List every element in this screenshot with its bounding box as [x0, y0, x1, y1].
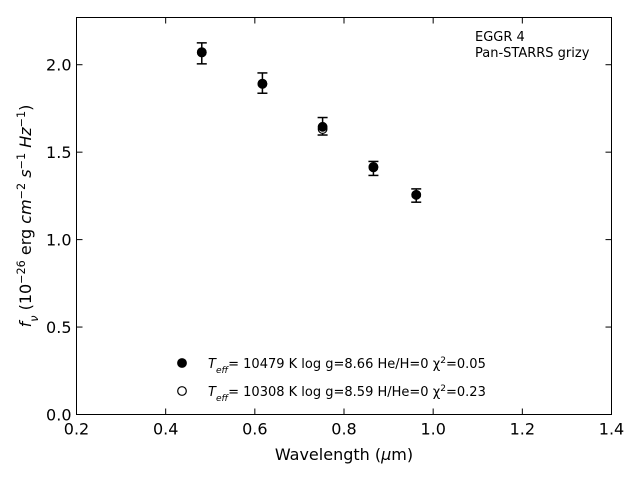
legend: Teff= 10479 K log g=8.66 He/H=0 χ2=0.05T… — [177, 356, 486, 404]
y-axis-label: fν (10−26 erg cm−2 s−1 Hz−1) — [15, 105, 41, 328]
text-part: 2 — [440, 356, 446, 366]
x-tick-label: 1.2 — [510, 420, 535, 439]
y-tick-label: 2.0 — [46, 56, 71, 75]
x-tick-label: 1.4 — [599, 420, 624, 439]
text-part: = 10479 K log g=8.66 He/H=0 — [228, 357, 433, 372]
text-part: cm — [16, 199, 35, 223]
y-tick-labels: 0.0 0.5 1.0 1.5 2.0 — [46, 56, 71, 425]
plot-area — [76, 17, 612, 415]
error-bars — [196, 42, 422, 203]
text-part: χ — [433, 385, 441, 400]
text-part: −26 — [15, 260, 28, 284]
annotation-object: EGGR 4 — [475, 30, 525, 45]
text-part: −2 — [15, 183, 28, 200]
y-tick-label: 1.5 — [46, 143, 71, 162]
y-tick-label: 1.0 — [46, 231, 71, 250]
text-part: ) — [16, 105, 35, 111]
text-part: eff — [216, 366, 230, 376]
text-part: =0.23 — [446, 385, 486, 400]
point-filled — [257, 79, 268, 89]
axis-ticks — [76, 17, 612, 415]
text-part: 2 — [440, 384, 446, 394]
point-filled — [196, 47, 207, 58]
annotation: EGGR 4 Pan-STARRS grizy — [475, 30, 590, 61]
text-part: Hz — [16, 127, 35, 148]
text-part: (10 — [16, 284, 35, 316]
x-tick-label: 0.4 — [153, 420, 178, 439]
legend-label: Teff= 10479 K log g=8.66 He/H=0 χ2=0.05 — [208, 356, 486, 376]
x-tick-label: 0.2 — [64, 420, 89, 439]
x-tick-label: 0.8 — [331, 420, 356, 439]
y-tick-label: 0.0 — [46, 406, 71, 425]
annotation-survey: Pan-STARRS grizy — [475, 46, 590, 61]
y-tick-label: 0.5 — [46, 318, 71, 337]
data-points — [196, 47, 422, 200]
text-part: f — [16, 319, 35, 327]
point-filled — [411, 189, 422, 200]
text-part: χ — [433, 357, 441, 372]
x-tick-label: 1.0 — [420, 420, 445, 439]
text-part: −1 — [15, 153, 28, 170]
legend-marker-filled — [177, 358, 187, 368]
legend-marker-open — [177, 386, 187, 396]
point-filled — [368, 162, 379, 173]
text-part: T — [208, 357, 217, 372]
legend-label: Teff= 10308 K log g=8.59 H/He=0 χ2=0.23 — [208, 384, 486, 404]
text-part: = 10308 K log g=8.59 H/He=0 — [228, 385, 433, 400]
text-part: s — [16, 169, 35, 177]
point-filled — [317, 121, 328, 132]
x-axis-label-suffix: m) — [391, 445, 413, 464]
text-part: T — [208, 385, 217, 400]
x-axis-label-symbol: μ — [380, 445, 391, 464]
x-tick-labels: 0.2 0.4 0.6 0.8 1.0 1.2 1.4 — [64, 420, 624, 439]
text-part: ν — [28, 316, 41, 322]
x-tick-label: 0.6 — [242, 420, 267, 439]
text-part: eff — [216, 394, 230, 404]
text-part: erg — [16, 224, 35, 260]
x-axis-label-prefix: Wavelength ( — [275, 445, 381, 464]
text-part: =0.05 — [446, 357, 486, 372]
text-part: −1 — [15, 111, 28, 128]
x-axis-label: Wavelength (μm) — [275, 445, 413, 464]
